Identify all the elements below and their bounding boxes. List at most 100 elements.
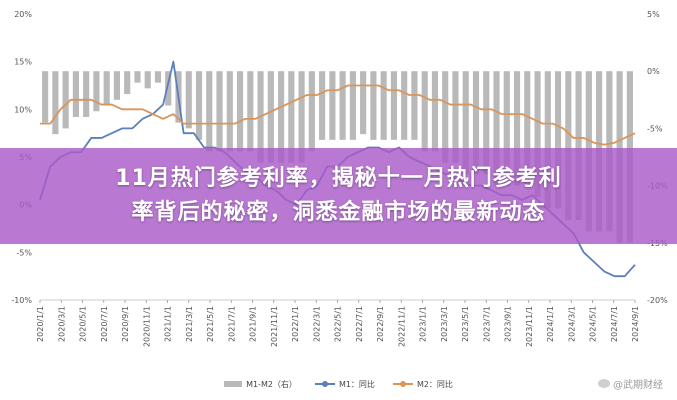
bar (206, 71, 213, 152)
x-tick-label: 2023/3/1 (440, 306, 449, 342)
bar (493, 71, 500, 186)
bar (472, 71, 480, 175)
bar (216, 71, 223, 152)
x-tick-label: 2021/9/1 (249, 306, 258, 342)
bar (319, 71, 326, 140)
bar (226, 71, 233, 152)
x-tick-label: 2020/7/1 (100, 306, 109, 342)
bar (452, 71, 459, 163)
bar (534, 71, 541, 198)
legend-swatch-bar (224, 381, 243, 387)
x-tick-label: 2021/7/1 (227, 306, 236, 342)
x-tick-label: 2022/1/1 (291, 306, 300, 342)
x-tick-label: 2020/3/1 (57, 306, 66, 342)
bar (185, 71, 192, 129)
bar (503, 71, 510, 186)
x-tick-label: 2020/9/1 (121, 306, 130, 342)
x-tick-label: 2022/9/1 (376, 306, 385, 342)
bar (329, 71, 336, 140)
bar (298, 71, 305, 163)
legend-item-bar: M1-M2（右） (224, 379, 297, 390)
bar (565, 71, 572, 220)
legend-item-m2: M2：同比 (392, 379, 453, 390)
bar (431, 71, 439, 152)
right-tick-label: -5% (647, 124, 663, 133)
x-tick-label: 2024/3/1 (567, 306, 576, 342)
x-tick-label: 2023/1/1 (419, 306, 428, 342)
bar (52, 71, 59, 135)
bar (421, 71, 428, 152)
bar (411, 71, 418, 140)
x-tick-label: 2024/9/1 (631, 306, 640, 342)
x-tick-label: 2021/1/1 (164, 306, 173, 342)
bar (360, 71, 367, 135)
legend-item-m1: M1：同比 (314, 379, 375, 390)
x-tick-label: 2024/7/1 (610, 306, 619, 342)
bar (370, 71, 377, 140)
x-tick-label: 2022/5/1 (334, 306, 343, 342)
bar (113, 71, 121, 100)
x-tick-label: 2021/11/1 (270, 306, 279, 347)
bar (103, 71, 110, 106)
x-tick-label: 2024/5/1 (589, 306, 598, 342)
legend: M1-M2（右） M1：同比 M2：同比 (0, 377, 677, 391)
left-tick-label: -10% (11, 296, 32, 305)
x-tick-label: 2023/5/1 (461, 306, 470, 342)
bar (247, 71, 254, 152)
bar (165, 71, 172, 106)
bar (513, 71, 521, 186)
banner-line-1: 11月热门参考利率，揭秘十一月热门参考利 (115, 166, 562, 191)
title-banner: 11月热门参考利率，揭秘十一月热门参考利 率背后的秘密，洞悉金融市场的最新动态 (0, 148, 677, 244)
bar (267, 71, 274, 163)
bar (308, 71, 315, 152)
line-m2 (40, 84, 636, 146)
weibo-icon (598, 379, 610, 388)
bar (339, 71, 346, 140)
bar (288, 71, 295, 163)
legend-label-m2: M2：同比 (416, 379, 453, 389)
bar (134, 71, 141, 83)
watermark: @武期财经 (598, 376, 663, 391)
x-tick-label: 2020/11/1 (142, 306, 151, 347)
bar (93, 71, 100, 112)
bar (390, 71, 397, 140)
watermark-text: @武期财经 (613, 380, 663, 391)
bar (554, 71, 562, 209)
bar (195, 71, 203, 140)
legend-swatch-m2 (392, 381, 413, 387)
bar (62, 71, 69, 129)
legend-label-bar: M1-M2（右） (246, 379, 297, 389)
right-tick-label: -20% (647, 296, 668, 305)
bar (462, 71, 469, 175)
bar (154, 71, 162, 83)
x-tick-label: 2024/1/1 (546, 306, 555, 342)
legend-swatch-m1 (314, 381, 335, 387)
x-tick-label: 2023/11/1 (525, 306, 534, 347)
left-tick-label: 15% (14, 58, 32, 67)
x-tick-label: 2020/1/1 (36, 306, 45, 342)
bar (380, 71, 387, 140)
bar (575, 71, 582, 220)
bar (42, 71, 49, 123)
bar (278, 71, 285, 163)
x-tick-label: 2023/7/1 (482, 306, 491, 342)
bar (236, 71, 244, 152)
left-tick-label: -5% (16, 248, 32, 257)
bar (349, 71, 356, 140)
bar (124, 71, 131, 95)
right-tick-label: 0% (647, 67, 660, 76)
x-tick-label: 2020/5/1 (79, 306, 88, 342)
left-tick-label: 20% (14, 10, 32, 19)
left-tick-label: 10% (14, 105, 32, 114)
bar (544, 71, 551, 209)
x-tick-label: 2021/5/1 (206, 306, 215, 342)
bar (442, 71, 449, 163)
bar (524, 71, 531, 186)
x-tick-label: 2022/3/1 (312, 306, 321, 342)
bar (72, 71, 79, 117)
x-tick-label: 2021/3/1 (185, 306, 194, 342)
bar (483, 71, 490, 175)
right-tick-label: 5% (647, 10, 660, 19)
x-tick-label: 2023/9/1 (504, 306, 513, 342)
banner-line-2: 率背后的秘密，洞悉金融市场的最新动态 (131, 200, 546, 225)
